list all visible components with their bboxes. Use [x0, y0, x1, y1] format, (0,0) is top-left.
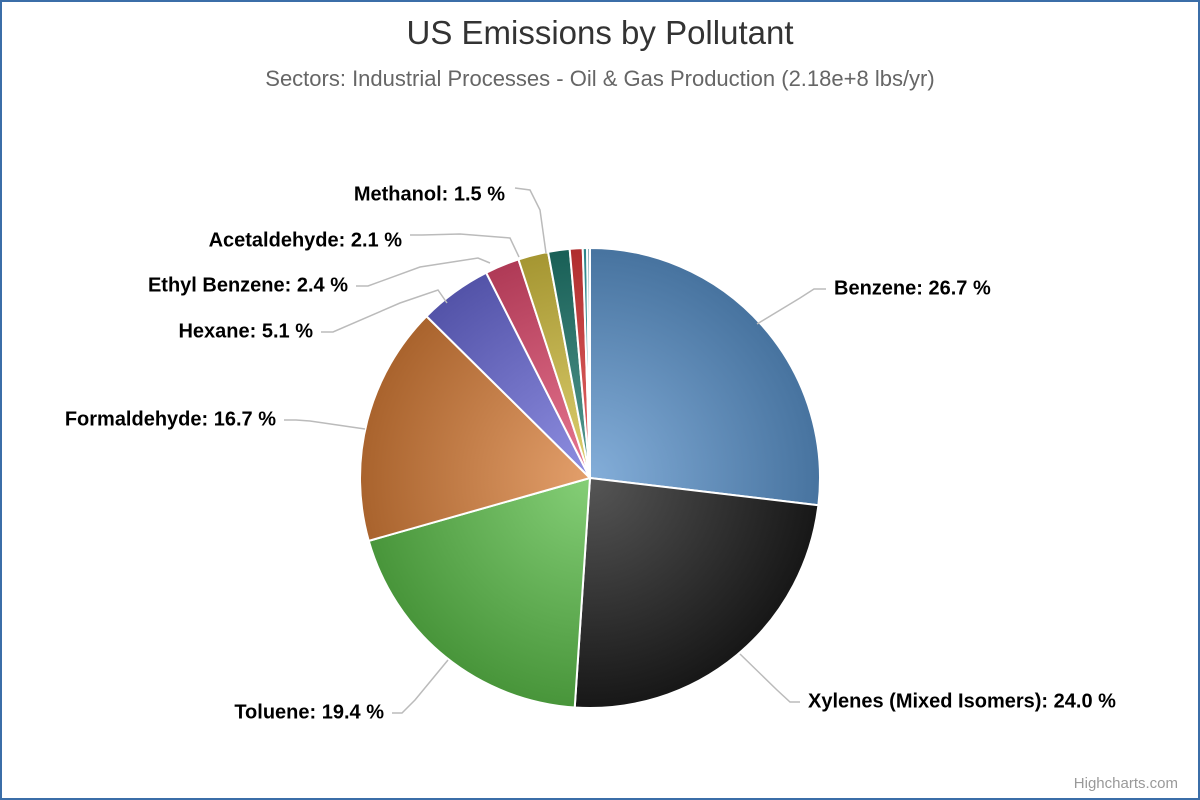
pie-slice-3[interactable]: [359, 315, 591, 542]
chart-subtitle: Sectors: Industrial Processes - Oil & Ga…: [265, 66, 935, 91]
pie-slice-10[interactable]: [586, 247, 591, 479]
data-label-6: Acetaldehyde: 2.1 %: [209, 229, 403, 251]
pie-slices: [359, 247, 821, 709]
pie-slice-0[interactable]: [589, 247, 821, 507]
data-label-3: Formaldehyde: 16.7 %: [65, 408, 276, 430]
connector-2: [392, 659, 449, 714]
credits-link[interactable]: Highcharts.com: [1073, 775, 1178, 792]
data-label-5: Ethyl Benzene: 2.4 %: [148, 274, 348, 296]
connector-4: [321, 289, 448, 333]
data-label-1: Xylenes (Mixed Isomers): 24.0 %: [808, 690, 1116, 712]
chart-title: US Emissions by Pollutant: [406, 14, 794, 51]
pie-slice-1[interactable]: [573, 477, 820, 709]
data-labels: Benzene: 26.7 % Xylenes (Mixed Isomers): …: [65, 183, 1116, 723]
data-label-7: Methanol: 1.5 %: [354, 183, 505, 205]
connector-7: [514, 187, 547, 254]
pie-slice-2[interactable]: [367, 477, 591, 709]
label-connectors: [284, 187, 826, 714]
connector-6: [410, 233, 520, 258]
connector-1: [739, 653, 800, 703]
data-label-0: Benzene: 26.7 %: [834, 277, 991, 299]
connector-5: [356, 257, 491, 287]
data-label-4: Hexane: 5.1 %: [178, 320, 313, 342]
data-label-2: Toluene: 19.4 %: [234, 701, 384, 723]
connector-0: [756, 288, 826, 325]
connector-3: [284, 419, 366, 430]
